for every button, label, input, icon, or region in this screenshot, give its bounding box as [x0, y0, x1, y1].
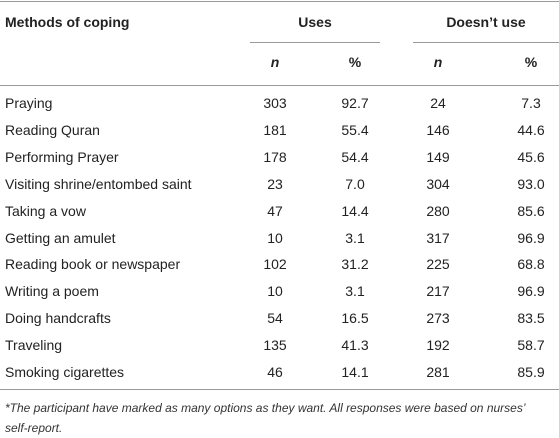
- row-label: Praying: [5, 95, 53, 111]
- sub-header: %: [348, 54, 362, 70]
- cell: 83.5: [517, 310, 545, 327]
- group-header: Uses: [298, 14, 332, 30]
- cell: 58.7: [517, 337, 545, 354]
- top-rule: [0, 1, 559, 2]
- cell: 7.3: [521, 95, 541, 111]
- cell: 31.2: [341, 256, 369, 273]
- cell: 225: [426, 256, 450, 273]
- cell: 135: [263, 337, 287, 354]
- cell: 192: [426, 337, 450, 354]
- cell: 47: [267, 202, 283, 219]
- row-label: Reading Quran: [5, 121, 100, 138]
- cell: 303: [263, 95, 287, 111]
- row-label: Taking a vow: [5, 202, 86, 219]
- cell: 96.9: [517, 283, 545, 300]
- row-label: Traveling: [5, 337, 63, 354]
- row-label: Reading book or newspaper: [5, 256, 181, 273]
- cell: 280: [426, 202, 450, 219]
- row-label: Doing handcrafts: [5, 310, 111, 327]
- cell: 92.7: [341, 95, 369, 111]
- cell: 273: [426, 310, 450, 327]
- cell: 14.1: [341, 364, 369, 380]
- footnote: *The participant have marked as many opt…: [5, 401, 525, 435]
- cell: 46: [267, 364, 283, 380]
- bottom-rule: [0, 389, 559, 390]
- cell: 54.4: [341, 148, 369, 165]
- header-rule: [0, 85, 559, 86]
- column-title: Methods of coping: [5, 14, 130, 30]
- cell: 217: [426, 283, 450, 300]
- cell: 16.5: [341, 310, 369, 327]
- cell: 24: [430, 95, 446, 111]
- cell: 68.8: [517, 256, 545, 273]
- cell: 96.9: [517, 229, 545, 246]
- cell: 93.0: [517, 175, 545, 192]
- cell: 23: [267, 175, 283, 192]
- cell: 85.9: [517, 364, 545, 380]
- row-label: Performing Prayer: [5, 148, 119, 165]
- cell: 10: [267, 283, 283, 300]
- cell: 3.1: [345, 283, 365, 300]
- cell: 41.3: [341, 337, 369, 354]
- cell: 102: [263, 256, 287, 273]
- group-rule: [413, 42, 559, 43]
- sub-header: n: [433, 54, 443, 70]
- cell: 55.4: [341, 121, 369, 138]
- row-label: Getting an amulet: [5, 229, 116, 246]
- row-label: Visiting shrine/entombed saint: [5, 175, 192, 192]
- cell: 181: [263, 121, 287, 138]
- cell: 149: [426, 148, 450, 165]
- cell: 44.6: [517, 121, 545, 138]
- group-header: Doesn’t use: [446, 14, 526, 30]
- sub-header: n: [270, 54, 280, 70]
- row-label: Smoking cigarettes: [5, 364, 125, 380]
- cell: 317: [426, 229, 450, 246]
- group-rule: [250, 42, 380, 43]
- cell: 10: [267, 229, 283, 246]
- cell: 304: [426, 175, 450, 192]
- cell: 14.4: [341, 202, 369, 219]
- cell: 7.0: [345, 175, 365, 192]
- cell: 3.1: [345, 229, 365, 246]
- row-label: Writing a poem: [5, 283, 99, 300]
- cell: 281: [426, 364, 450, 380]
- cell: 178: [263, 148, 287, 165]
- cell: 45.6: [517, 148, 545, 165]
- cell: 85.6: [517, 202, 545, 219]
- sub-header: %: [524, 54, 538, 70]
- cell: 54: [267, 310, 283, 327]
- cell: 146: [426, 121, 450, 138]
